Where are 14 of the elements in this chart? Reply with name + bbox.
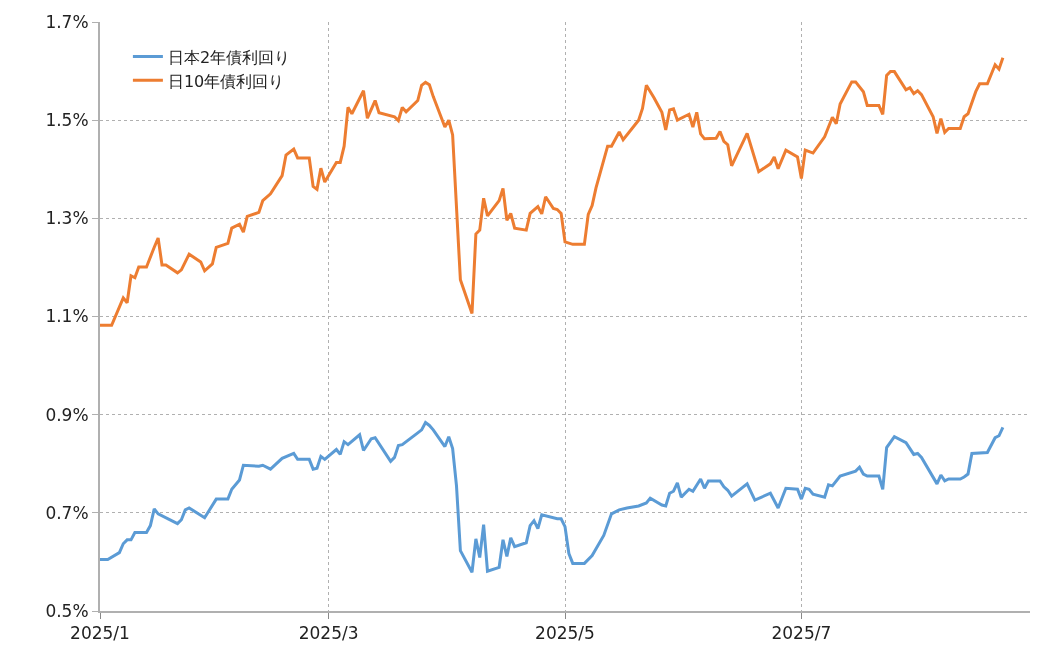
legend-label: 日10年債利回り [167, 71, 285, 91]
line-series [100, 421, 1005, 574]
y-tick-label: 0.9% [45, 404, 89, 425]
y-tick-label: 0.7% [45, 502, 89, 523]
x-tick-label: 2025/5 [535, 623, 595, 644]
y-tick-label: 0.5% [45, 600, 89, 621]
y-tick-label: 1.3% [45, 208, 89, 229]
y-tick-label: 1.7% [45, 11, 89, 32]
y-tick-label: 1.5% [45, 110, 89, 131]
x-tick-label: 2025/3 [298, 623, 359, 644]
x-tick-label: 2025/1 [70, 623, 130, 644]
legend-label: 日本2年債利回り [167, 47, 291, 67]
x-tick-label: 2025/7 [771, 623, 832, 644]
y-tick-label: 1.1% [45, 306, 89, 327]
